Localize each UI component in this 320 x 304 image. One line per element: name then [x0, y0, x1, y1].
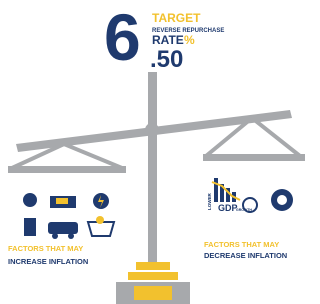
icon-gdp: GDP: [218, 203, 238, 213]
base-inset: [134, 286, 172, 300]
base-top: [136, 262, 170, 270]
gear-hole: [277, 195, 287, 205]
icon-lower: LOWER: [207, 193, 212, 210]
icon-growth: GROWTH: [236, 208, 252, 212]
right-pan: [203, 154, 305, 161]
rate-decimal: .50: [150, 46, 183, 73]
increase-icons: [23, 193, 114, 239]
wheel: [68, 233, 74, 239]
right-caption-line2: DECREASE INFLATION: [204, 251, 287, 260]
left-caption-line1: FACTORS THAT MAY: [8, 244, 83, 253]
chart-bar: [214, 178, 218, 202]
pivot: [145, 123, 159, 137]
percent-sign: %: [184, 33, 195, 47]
fuel-icon: [24, 218, 36, 236]
pole: [148, 72, 157, 262]
scale-base: [116, 262, 190, 304]
truck-load: [56, 198, 68, 204]
basket-icon: [88, 222, 114, 236]
jeep-icon: [48, 222, 78, 234]
wheel: [52, 233, 58, 239]
base-middle: [128, 272, 178, 280]
fruit: [96, 216, 104, 224]
left-pan: [8, 166, 126, 173]
right-caption-line1: FACTORS THAT MAY: [204, 240, 279, 249]
left-caption-line2: INCREASE INFLATION: [8, 257, 88, 266]
cloud-icon: [23, 193, 37, 207]
target-label: TARGET: [152, 11, 201, 25]
rate-label: RATE: [152, 33, 184, 47]
infographic: 6 TARGET REVERSE REPURCHASE RATE % .50 F…: [0, 0, 305, 304]
rate-integer: 6: [104, 0, 141, 74]
